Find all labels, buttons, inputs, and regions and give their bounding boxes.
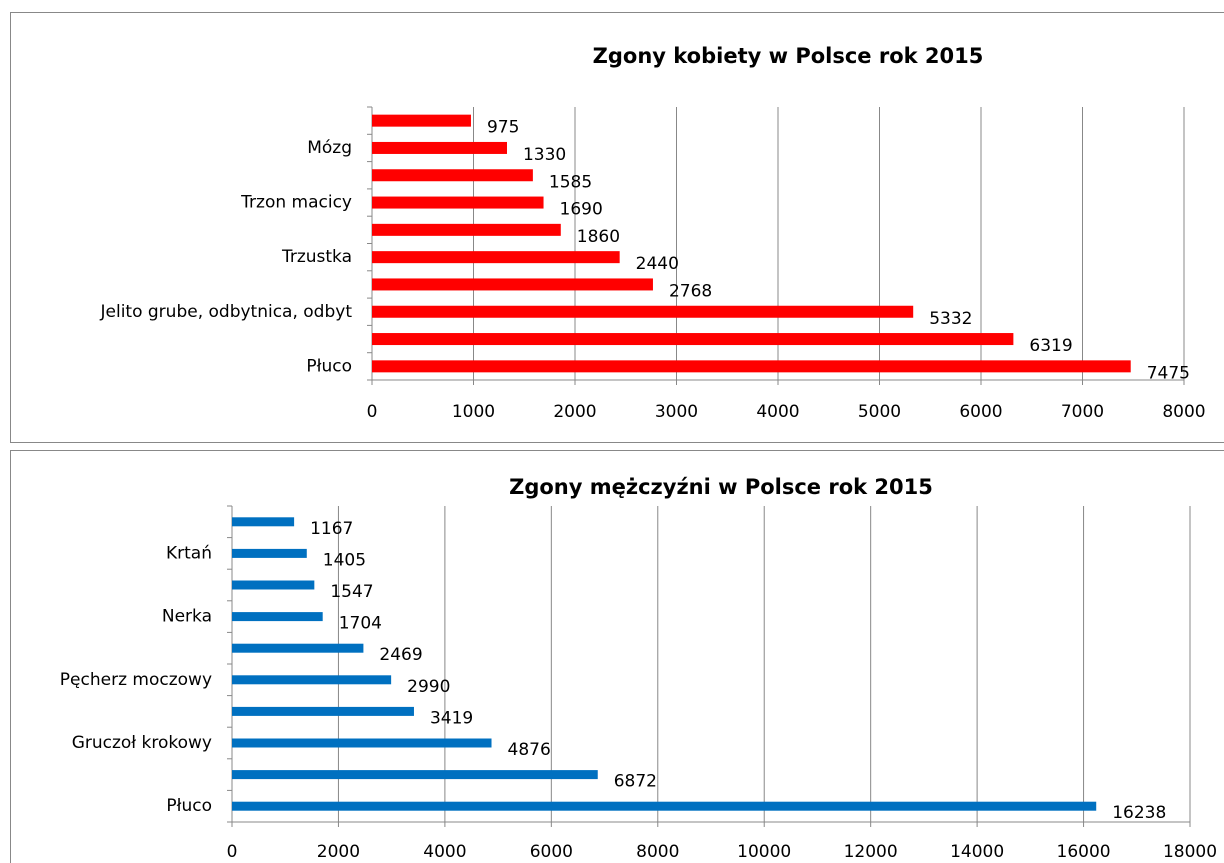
x-tick-label: 6000	[530, 842, 573, 862]
bar	[232, 612, 323, 622]
y-tick-label: Krtań	[166, 543, 212, 563]
data-label: 4876	[508, 740, 551, 760]
bar	[372, 196, 544, 209]
data-label: 16238	[1112, 803, 1166, 823]
x-tick-label: 4000	[756, 402, 799, 422]
y-tick-label: Trzon macicy	[240, 193, 352, 213]
bar	[372, 333, 1014, 346]
data-label: 1405	[323, 550, 366, 570]
y-tick-label: Jelito grube, odbytnica, odbyt	[100, 302, 353, 322]
x-tick-label: 0	[367, 402, 378, 422]
x-tick-label: 10000	[737, 842, 791, 862]
data-label: 2768	[669, 281, 712, 301]
chart-title: Zgony mężczyźni w Polsce rok 2015	[509, 475, 933, 499]
data-label: 1690	[560, 200, 603, 220]
data-label: 1585	[549, 172, 592, 192]
bar	[372, 114, 471, 127]
data-label: 2469	[379, 645, 422, 665]
x-tick-label: 5000	[858, 402, 901, 422]
data-label: 5332	[929, 309, 972, 329]
x-tick-label: 14000	[950, 842, 1004, 862]
x-tick-label: 12000	[844, 842, 898, 862]
y-tick-label: Trzustka	[281, 247, 352, 267]
x-tick-label: 8000	[636, 842, 679, 862]
bar	[232, 738, 492, 748]
y-tick-label: Płuco	[166, 796, 212, 816]
data-label: 1860	[577, 227, 620, 247]
data-label: 1704	[339, 614, 382, 634]
x-tick-label: 4000	[423, 842, 466, 862]
x-tick-label: 2000	[553, 402, 596, 422]
data-label: 3419	[430, 708, 473, 728]
data-label: 2990	[407, 677, 450, 697]
bar	[372, 223, 561, 236]
data-label: 7475	[1147, 363, 1190, 383]
bar	[232, 801, 1097, 811]
bar	[232, 580, 315, 590]
bar	[372, 278, 653, 291]
data-label: 1167	[310, 519, 353, 539]
bar	[232, 770, 598, 780]
data-label: 1330	[523, 145, 566, 165]
x-tick-label: 2000	[317, 842, 360, 862]
bar	[232, 548, 307, 558]
bar	[232, 517, 295, 527]
data-label: 975	[487, 118, 519, 138]
x-tick-label: 8000	[1162, 402, 1205, 422]
bar	[232, 675, 392, 685]
data-label: 6319	[1029, 336, 1072, 356]
x-tick-label: 0	[227, 842, 238, 862]
chart-title: Zgony kobiety w Polsce rok 2015	[593, 44, 984, 68]
bar	[372, 360, 1131, 373]
y-tick-label: Nerka	[162, 607, 212, 627]
y-tick-label: Płuco	[306, 356, 352, 376]
chart-frame	[10, 450, 1224, 863]
y-tick-label: Pęcherz moczowy	[60, 670, 212, 690]
bar	[372, 305, 914, 318]
bar	[232, 643, 364, 653]
bar	[372, 251, 620, 264]
x-tick-label: 6000	[959, 402, 1002, 422]
bar	[372, 141, 507, 154]
data-label: 6872	[614, 772, 657, 792]
data-label: 2440	[636, 254, 679, 274]
bar	[232, 706, 414, 716]
x-tick-label: 18000	[1163, 842, 1217, 862]
bar	[372, 169, 533, 182]
data-label: 1547	[330, 582, 373, 602]
x-tick-label: 7000	[1061, 402, 1104, 422]
y-tick-label: Gruczoł krokowy	[72, 733, 212, 753]
x-tick-label: 1000	[452, 402, 495, 422]
y-tick-label: Mózg	[307, 138, 352, 158]
x-tick-label: 3000	[655, 402, 698, 422]
x-tick-label: 16000	[1057, 842, 1111, 862]
